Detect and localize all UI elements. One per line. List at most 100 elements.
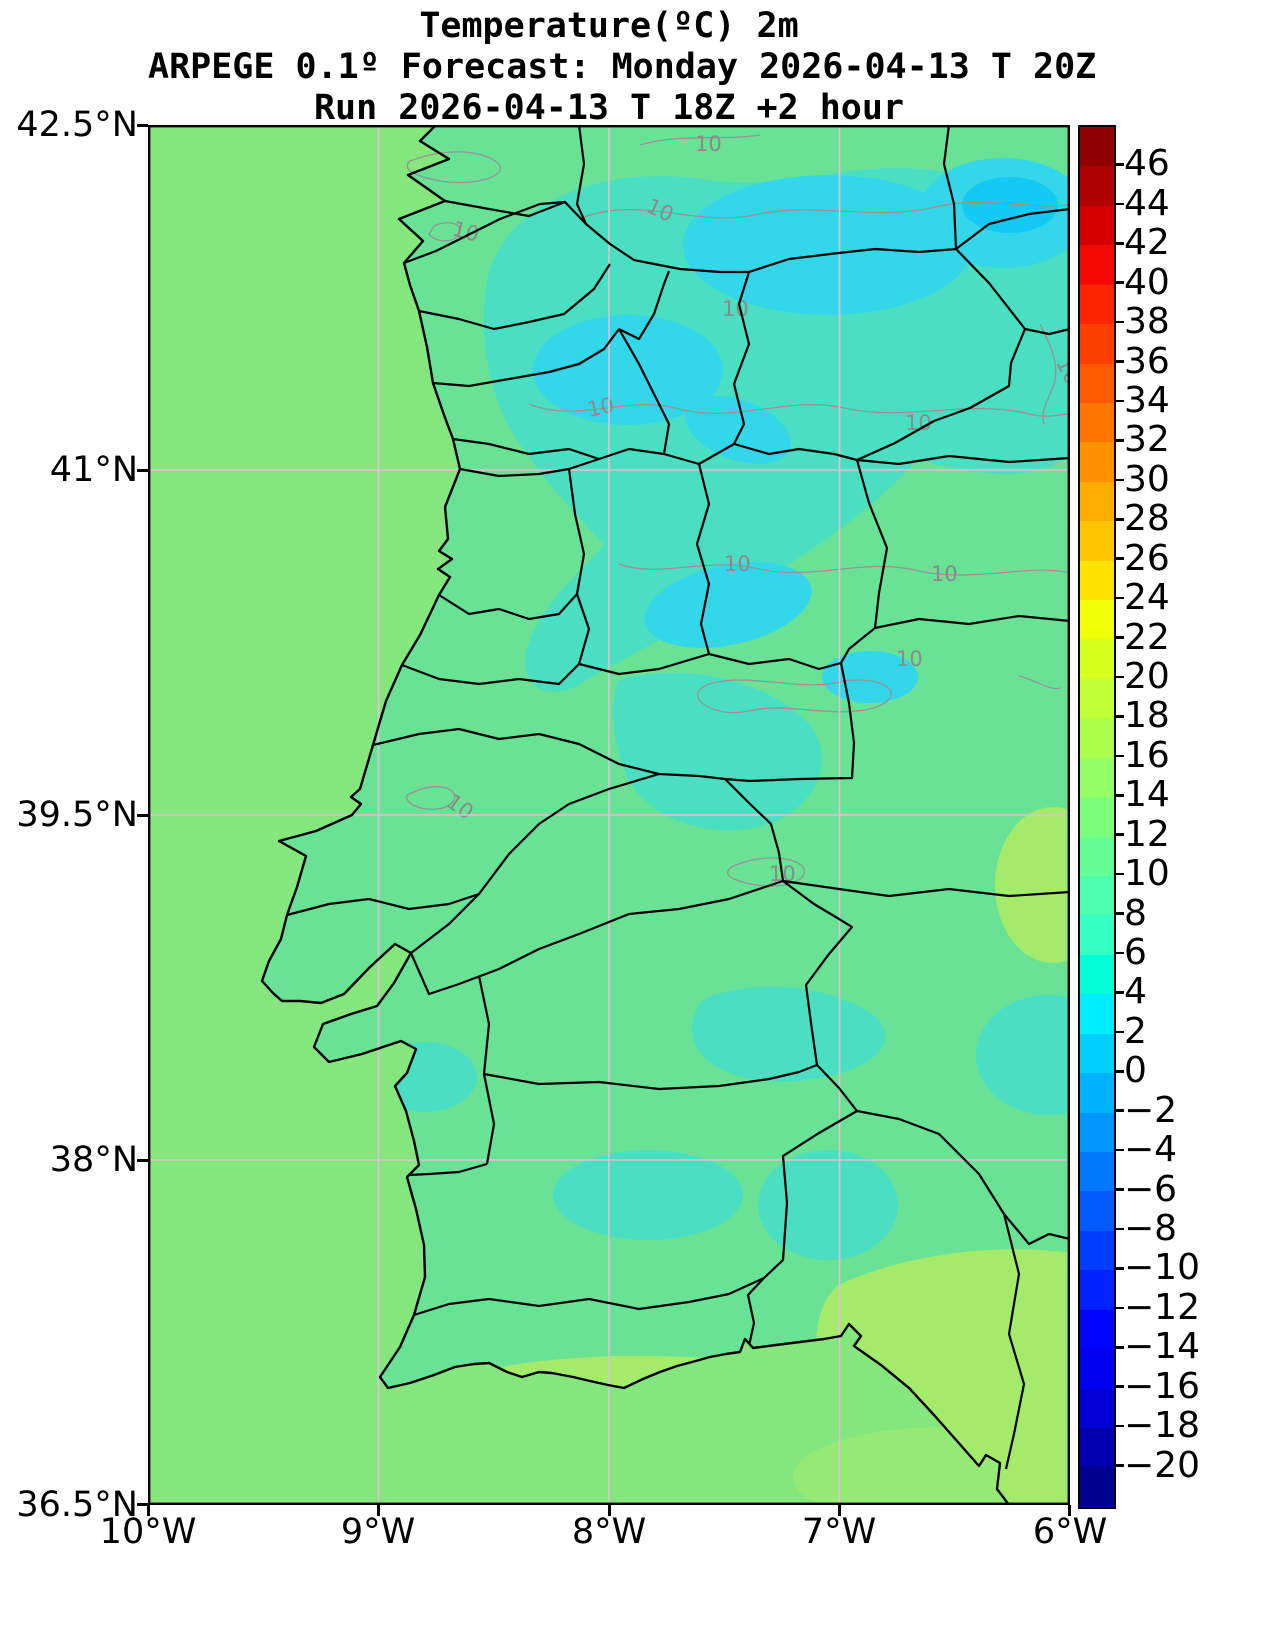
colorbar-segment [1080,284,1114,325]
colorbar-tick-mark [1115,478,1124,482]
chart-title: Temperature(ºC) 2m [419,6,799,46]
colorbar-segment [1080,1349,1114,1389]
colorbar-segment [1080,836,1114,877]
colorbar-segment [1080,1033,1114,1074]
y-axis-tick-mark [137,1503,148,1506]
colorbar-tick-mark [1115,1148,1124,1152]
chart-subtitle-forecast: ARPEGE 0.1º Forecast: Monday 2026-04-13 … [148,47,1097,87]
colorbar-tick-label: 10 [1124,853,1170,895]
colorbar-tick-label: 36 [1124,340,1170,382]
colorbar-segment [1080,521,1114,561]
isotherm-label: 10 [695,132,722,156]
chart-subtitle-run: Run 2026-04-13 T 18Z +2 hour [313,88,904,128]
colorbar-tick-label: 12 [1124,813,1170,855]
isotherm-label: 10 [724,552,751,576]
colorbar-tick-label: −10 [1124,1247,1200,1289]
colorbar-tick-mark [1115,1306,1124,1310]
colorbar-segment [1080,757,1114,798]
colorbar-tick-mark [1115,399,1124,403]
temperature-fill-cold [533,158,1070,703]
colorbar-segment [1080,1151,1114,1192]
colorbar-segment [1080,1309,1114,1350]
colorbar-tick-mark [1115,242,1124,245]
colorbar-tick-label: 46 [1124,143,1170,185]
colorbar-segment [1080,442,1114,482]
colorbar-segment [1080,1388,1114,1428]
x-axis-tick-label: 7°W [801,1512,877,1552]
colorbar-tick-mark [1115,163,1124,166]
colorbar-tick-mark [1115,675,1124,679]
colorbar-tick-mark [1115,636,1124,639]
colorbar-tick-mark [1115,596,1124,600]
temperature-fill-sea-warm [793,1427,1093,1527]
colorbar-segment [1080,363,1114,403]
colorbar-tick-label: −4 [1124,1129,1178,1171]
district-boundaries [286,125,1070,1470]
colorbar-tick-mark [1115,518,1124,521]
colorbar-tick-label: 4 [1124,971,1147,1013]
colorbar-tick-mark [1115,951,1124,955]
y-axis-tick-label: 42.5°N [16,105,138,145]
colorbar-tick-mark [1115,754,1124,758]
colorbar-tick-label: −20 [1124,1444,1200,1486]
colorbar-tick-label: 20 [1124,656,1170,697]
colorbar-tick-label: 16 [1124,734,1170,776]
y-axis-tick-mark [137,469,148,472]
colorbar-segment [1080,718,1114,758]
colorbar-segment [1080,994,1114,1034]
colorbar-segment [1080,678,1114,719]
x-axis-tick-label: 8°W [571,1512,647,1552]
colorbar-tick-label: 40 [1124,261,1170,303]
colorbar-tick-label: 26 [1124,537,1170,579]
colorbar-tick-mark [1115,1267,1124,1270]
colorbar-tick-label: −14 [1124,1326,1200,1368]
colorbar-segment [1080,639,1114,679]
colorbar-tick-mark [1115,1424,1124,1428]
colorbar-tick-label: 14 [1124,774,1170,816]
colorbar-tick-label: 0 [1124,1050,1147,1092]
colorbar-tick-label: 22 [1124,616,1170,658]
colorbar-tick-mark [1115,1109,1124,1112]
isotherm-label: 10 [905,411,932,435]
colorbar-tick-mark [1115,872,1124,876]
map-plot-area: 10 10 10 10 10 10 10 10 10 10 10 10 [148,124,1093,1527]
colorbar-tick-mark [1115,833,1124,836]
colorbar-segment [1080,1112,1114,1152]
y-axis-tick-label: 39.5°N [16,795,138,835]
title-block: Temperature(ºC) 2m ARPEGE 0.1º Forecast:… [148,6,1097,129]
colorbar-segment [1080,127,1114,167]
colorbar-segment [1080,954,1114,995]
colorbar-tick-mark [1115,1464,1124,1467]
x-axis-tick-mark [608,1505,611,1516]
colorbar-segment [1080,166,1114,206]
colorbar-tick-label: 24 [1124,577,1170,619]
x-axis-tick-mark [377,1505,380,1516]
colorbar-segment [1080,1230,1114,1271]
x-axis-tick-label: 6°W [1032,1512,1108,1552]
isotherm-label: 10 [931,562,958,586]
colorbar-tick-mark [1115,1385,1124,1388]
colorbar-tick-label: 44 [1124,182,1170,224]
colorbar-tick-label: 28 [1124,498,1170,540]
colorbar-tick-label: 34 [1124,380,1170,421]
temperature-fill-coldest [962,177,1058,233]
y-axis-tick-label: 41°N [49,450,138,490]
colorbar-tick-mark [1115,281,1124,284]
colorbar-tick-label: 6 [1124,932,1147,973]
colorbar-tick-label: −2 [1124,1089,1178,1131]
colorbar-tick-label: 38 [1124,301,1170,343]
colorbar-segment [1080,1467,1114,1507]
x-axis-tick-label: 10°W [99,1512,197,1552]
colorbar-segment [1080,797,1114,837]
y-axis-tick-label: 36.5°N [16,1485,138,1525]
colorbar-tick-label: 8 [1124,892,1147,934]
isotherm-label: 10 [722,297,749,321]
colorbar-segment [1080,600,1114,640]
map-frame [148,125,1070,1505]
y-axis-tick-mark [137,1159,148,1162]
colorbar-tick-mark [1115,1227,1124,1231]
colorbar-segment [1080,1073,1114,1113]
isotherm-label: 10 [585,393,616,422]
portugal-temperature-map: 10 10 10 10 10 10 10 10 10 10 10 10 [148,124,1093,1527]
colorbar-segment [1080,205,1114,246]
